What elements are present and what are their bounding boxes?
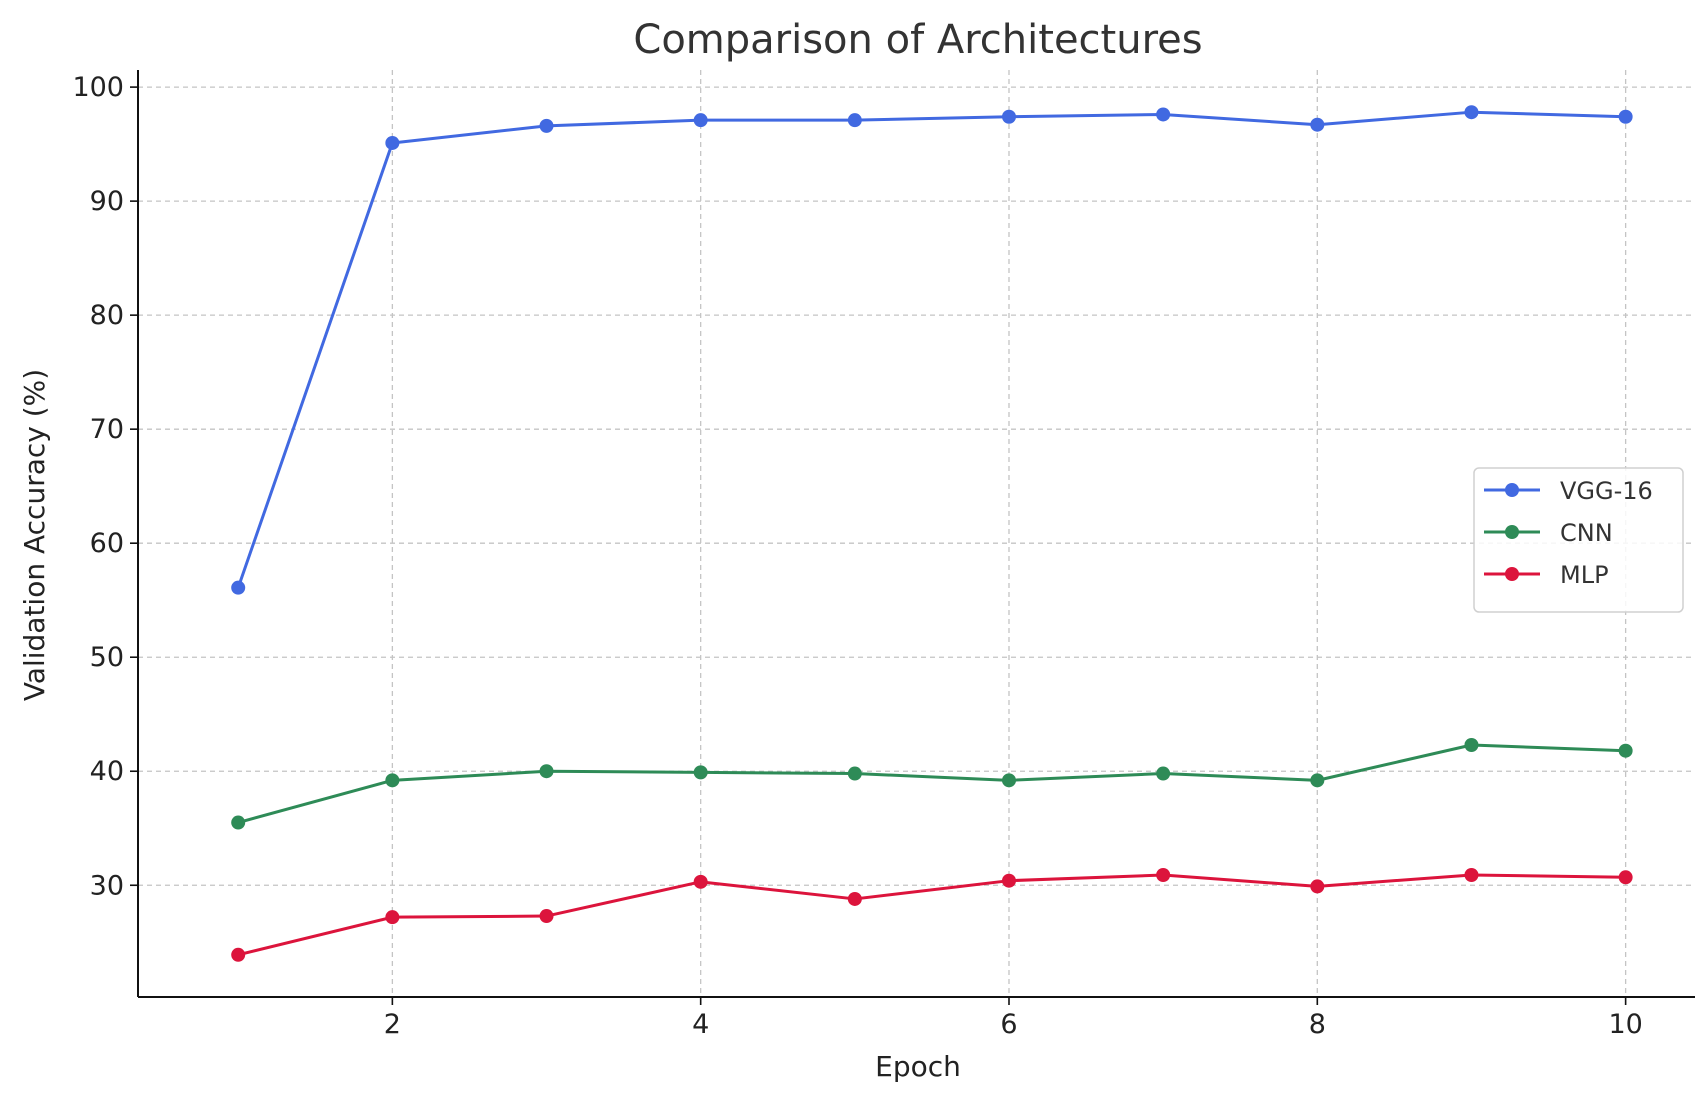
data-point (1156, 107, 1171, 122)
y-tick-label: 100 (72, 72, 124, 103)
legend-label: CNN (1560, 519, 1613, 547)
series-line (236, 110, 1626, 589)
legend-swatch-marker (1505, 525, 1519, 539)
y-axis-label: Validation Accuracy (%) (18, 369, 51, 701)
y-tick-label: 90 (90, 186, 124, 217)
y-tick-label: 70 (90, 414, 124, 445)
data-point (539, 764, 554, 779)
data-point (1464, 105, 1479, 120)
legend-swatch-marker (1505, 483, 1519, 497)
x-axis-label: Epoch (875, 1050, 961, 1083)
data-point (693, 874, 708, 889)
data-point (1618, 870, 1633, 885)
data-point (385, 135, 400, 150)
series-layer (231, 105, 1633, 962)
data-point (847, 766, 862, 781)
chart-title: Comparison of Architectures (633, 17, 1202, 63)
series-vgg-16 (231, 105, 1633, 595)
y-tick-label: 30 (90, 870, 124, 901)
data-point (1156, 867, 1171, 882)
x-tick-label: 8 (1309, 1009, 1326, 1040)
data-point (1001, 109, 1016, 124)
data-point (1310, 879, 1325, 894)
legend-item: VGG-16 (1484, 477, 1653, 505)
legend-item: CNN (1484, 519, 1613, 547)
x-tick-label: 2 (384, 1009, 401, 1040)
data-point (1310, 773, 1325, 788)
y-tick-label: 80 (90, 300, 124, 331)
data-point (1618, 109, 1633, 124)
y-tick-label: 40 (90, 756, 124, 787)
legend-label: VGG-16 (1560, 477, 1653, 505)
data-point (1618, 743, 1633, 758)
data-point (539, 909, 554, 924)
data-point (693, 113, 708, 128)
data-point (847, 891, 862, 906)
series-line (237, 873, 1626, 957)
legend-item: MLP (1484, 561, 1609, 589)
y-tick-label: 50 (90, 642, 124, 673)
data-point (231, 947, 246, 962)
x-tick-label: 6 (1000, 1009, 1017, 1040)
series-mlp (231, 867, 1633, 962)
data-point (385, 910, 400, 925)
grid-lines (138, 70, 1695, 997)
legend-label: MLP (1560, 561, 1609, 589)
data-point (1310, 117, 1325, 132)
data-point (1001, 873, 1016, 888)
data-point (231, 580, 246, 595)
data-point (847, 113, 862, 128)
series-cnn (231, 738, 1633, 830)
x-tick-label: 4 (692, 1009, 709, 1040)
data-point (1001, 773, 1016, 788)
axes: 2 4 6 8 10 30 40 50 60 70 80 90 100 (72, 70, 1695, 1040)
data-point (693, 765, 708, 780)
y-tick-label: 60 (90, 528, 124, 559)
series-line (237, 743, 1626, 824)
legend: VGG-16 CNN MLP (1473, 467, 1684, 613)
data-point (1464, 738, 1479, 753)
data-point (385, 773, 400, 788)
x-tick-label: 10 (1608, 1009, 1642, 1040)
legend-box (1473, 467, 1684, 613)
legend-swatch-marker (1505, 567, 1519, 581)
data-point (1156, 766, 1171, 781)
data-point (539, 118, 554, 133)
data-point (231, 815, 246, 830)
data-point (1464, 867, 1479, 882)
